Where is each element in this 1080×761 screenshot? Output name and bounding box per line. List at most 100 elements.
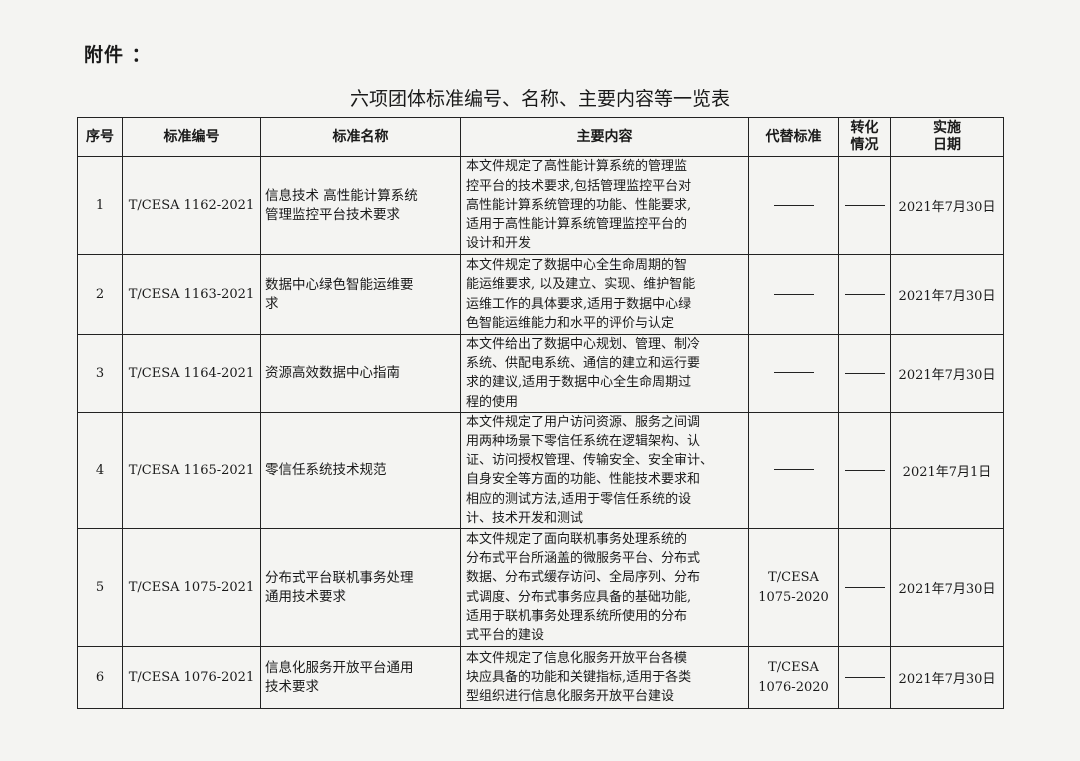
- table-row: 2 T/CESA 1163-2021 数据中心绿色智能运维要求 本文件规定了数据中心全…: [77, 254, 1004, 335]
- cell-replace: [748, 254, 839, 335]
- content-line: 本文件规定了面向联机事务处理系统的: [466, 531, 688, 547]
- cell-convert: [838, 156, 891, 255]
- dash-mark: [844, 372, 885, 374]
- content-line: 相应的测试方法,适用于零信任系统的设: [466, 491, 692, 507]
- cell-date: 2021年7月30日: [890, 528, 1004, 648]
- header-content: 主要内容: [460, 117, 749, 157]
- dash-mark: [844, 677, 885, 679]
- cell-code: T/CESA 1163-2021: [122, 254, 261, 335]
- document-title: 六项团体标准编号、名称、主要内容等一览表: [349, 88, 730, 110]
- content-line: 程的使用: [466, 394, 519, 410]
- header-name: 标准名称: [260, 117, 461, 157]
- table-row: 5 T/CESA 1075-2021 分布式平台联机事务处理 通用技术要求 本文件规定了…: [77, 528, 1004, 648]
- name-line: 分布式平台联机事务处理: [265, 569, 414, 586]
- content-line: 自身安全等方面的功能、性能技术要求和: [466, 472, 701, 488]
- cell-content: 本文件规定了数据中心全生命周期的智 能运维要求, 以及建立、实现、维护智能 运维工作…: [460, 254, 749, 335]
- cell-content: 本文件给出了数据中心规划、管理、制冷 系统、供配电系统、通信的建立和运行要 求的建议…: [460, 334, 749, 413]
- replace-line: T/CESA: [768, 569, 819, 585]
- cell-date: 2021年7月30日: [890, 334, 1004, 413]
- content-line: 求的建议,适用于数据中心全生命周期过: [466, 375, 692, 391]
- content-line: 色智能运维能力和水平的评价与认定: [466, 315, 675, 331]
- cell-convert: [838, 646, 891, 710]
- cell-no: 5: [77, 528, 123, 648]
- name-line: 管理监控平台技术要求: [265, 206, 400, 223]
- name-line: 通用技术要求: [265, 588, 346, 605]
- dash-mark: [773, 469, 814, 471]
- table-row: 4 T/CESA 1165-2021 零信任系统技术规范 本文件规定了用户访问资源、服…: [77, 411, 1004, 530]
- content-line: 本文件给出了数据中心规划、管理、制冷: [466, 337, 701, 352]
- content-line: 控平台的技术要求,包括管理监控平台对: [466, 178, 692, 194]
- cell-replace: [748, 411, 839, 530]
- cell-name: 零信任系统技术规范: [260, 411, 461, 530]
- content-line: 设计和开发: [466, 236, 532, 252]
- header-replace: 代替标准: [748, 117, 839, 157]
- table-row: 6 T/CESA 1076-2021 信息化服务开放平台通用 技术要求 本文件规定了信息…: [77, 646, 1004, 710]
- cell-convert: [838, 411, 891, 530]
- dash-mark: [844, 587, 885, 589]
- table-header-row: 序号 标准编号 标准名称 主要内容 代替标准 转化 情况 实施 日期: [77, 117, 1004, 157]
- content-line: 证、访问授权管理、传输安全、安全审计、: [466, 453, 714, 469]
- content-line: 型组织进行信息化服务开放平台建设: [466, 689, 675, 705]
- cell-no: 2: [77, 254, 123, 335]
- replace-line: 1076-2020: [758, 679, 829, 695]
- header-convert-line: 情况: [850, 137, 879, 153]
- content-line: 块应具备的功能和关键指标,适用于各类: [466, 669, 692, 685]
- cell-name: 信息技术 高性能计算系统 管理监控平台技术要求: [260, 156, 461, 255]
- name-line: 信息化服务开放平台通用: [265, 659, 414, 676]
- name-line: 求: [265, 295, 279, 312]
- cell-replace: [748, 334, 839, 413]
- cell-no: 1: [77, 156, 123, 255]
- content-line: 运维工作的具体要求,适用于数据中心绿: [466, 296, 692, 312]
- cell-date: 2021年7月30日: [890, 156, 1004, 255]
- header-date: 实施 日期: [890, 117, 1004, 157]
- header-convert-line: 转化: [850, 120, 879, 136]
- name-line: 数据中心绿色智能运维要: [265, 276, 414, 293]
- cell-content: 本文件规定了信息化服务开放平台各模 块应具备的功能和关键指标,适用于各类 型组织进行…: [460, 646, 749, 710]
- content-line: 本文件规定了数据中心全生命周期的智: [466, 258, 688, 274]
- cell-name: 信息化服务开放平台通用 技术要求: [260, 646, 461, 710]
- dash-mark: [844, 469, 885, 471]
- cell-code: T/CESA 1076-2021: [122, 646, 261, 710]
- cell-convert: [838, 528, 891, 648]
- attachment-label: 附件 ：: [84, 44, 152, 66]
- header-date-line: 实施: [933, 120, 961, 136]
- content-line: 用两种场景下零信任系统在逻辑架构、认: [466, 434, 701, 450]
- dash-mark: [773, 372, 814, 374]
- cell-date: 2021年7月30日: [890, 254, 1004, 335]
- content-line: 本文件规定了高性能计算系统的管理监: [466, 159, 688, 175]
- content-line: 式平台的建设: [466, 627, 545, 643]
- content-line: 数据、分布式缓存访问、全局序列、分布: [466, 570, 701, 586]
- cell-content: 本文件规定了面向联机事务处理系统的 分布式平台所涵盖的微服务平台、分布式 数据、分布…: [460, 528, 749, 648]
- content-line: 计、技术开发和测试: [466, 510, 584, 526]
- header-no: 序号: [77, 117, 123, 157]
- content-line: 式调度、分布式事务应具备的基础功能,: [466, 589, 692, 605]
- table-row: 1 T/CESA 1162-2021 信息技术 高性能计算系统 管理监控平台技术要求本…: [77, 156, 1004, 255]
- content-line: 分布式平台所涵盖的微服务平台、分布式: [466, 551, 701, 567]
- content-line: 适用于联机事务处理系统所使用的分布: [466, 608, 688, 624]
- dash-mark: [773, 293, 814, 295]
- header-date-line: 日期: [933, 137, 961, 153]
- table-row: 3 T/CESA 1164-2021 资源高效数据中心指南 本文件给出了数据中心规划、…: [77, 334, 1004, 413]
- standards-table: 序号 标准编号 标准名称 主要内容 代替标准 转化 情况 实施 日期 1 T/CESA…: [77, 117, 1004, 710]
- cell-code: T/CESA 1162-2021: [122, 156, 261, 255]
- name-line: 技术要求: [265, 678, 319, 695]
- cell-code: T/CESA 1164-2021: [122, 334, 261, 413]
- cell-content: 本文件规定了高性能计算系统的管理监 控平台的技术要求,包括管理监控平台对 高性能计算…: [460, 156, 749, 255]
- name-line: 资源高效数据中心指南: [265, 364, 400, 381]
- cell-convert: [838, 334, 891, 413]
- content-line: 适用于高性能计算系统管理监控平台的: [466, 217, 688, 233]
- content-line: 本文件规定了信息化服务开放平台各模: [466, 650, 688, 666]
- cell-no: 6: [77, 646, 123, 710]
- content-line: 系统、供配电系统、通信的建立和运行要: [466, 356, 701, 372]
- cell-code: T/CESA 1075-2021: [122, 528, 261, 648]
- name-line: 零信任系统技术规范: [265, 461, 387, 478]
- replace-line: 1075-2020: [758, 589, 829, 605]
- dash-mark: [844, 294, 885, 295]
- content-line: 高性能计算系统管理的功能、性能要求,: [466, 197, 692, 213]
- cell-replace: T/CESA 1076-2020: [748, 646, 839, 710]
- cell-code: T/CESA 1165-2021: [122, 411, 261, 530]
- cell-date: 2021年7月30日: [890, 646, 1004, 710]
- cell-no: 3: [77, 334, 123, 413]
- cell-convert: [838, 254, 891, 335]
- content-line: 能运维要求, 以及建立、实现、维护智能: [466, 277, 696, 293]
